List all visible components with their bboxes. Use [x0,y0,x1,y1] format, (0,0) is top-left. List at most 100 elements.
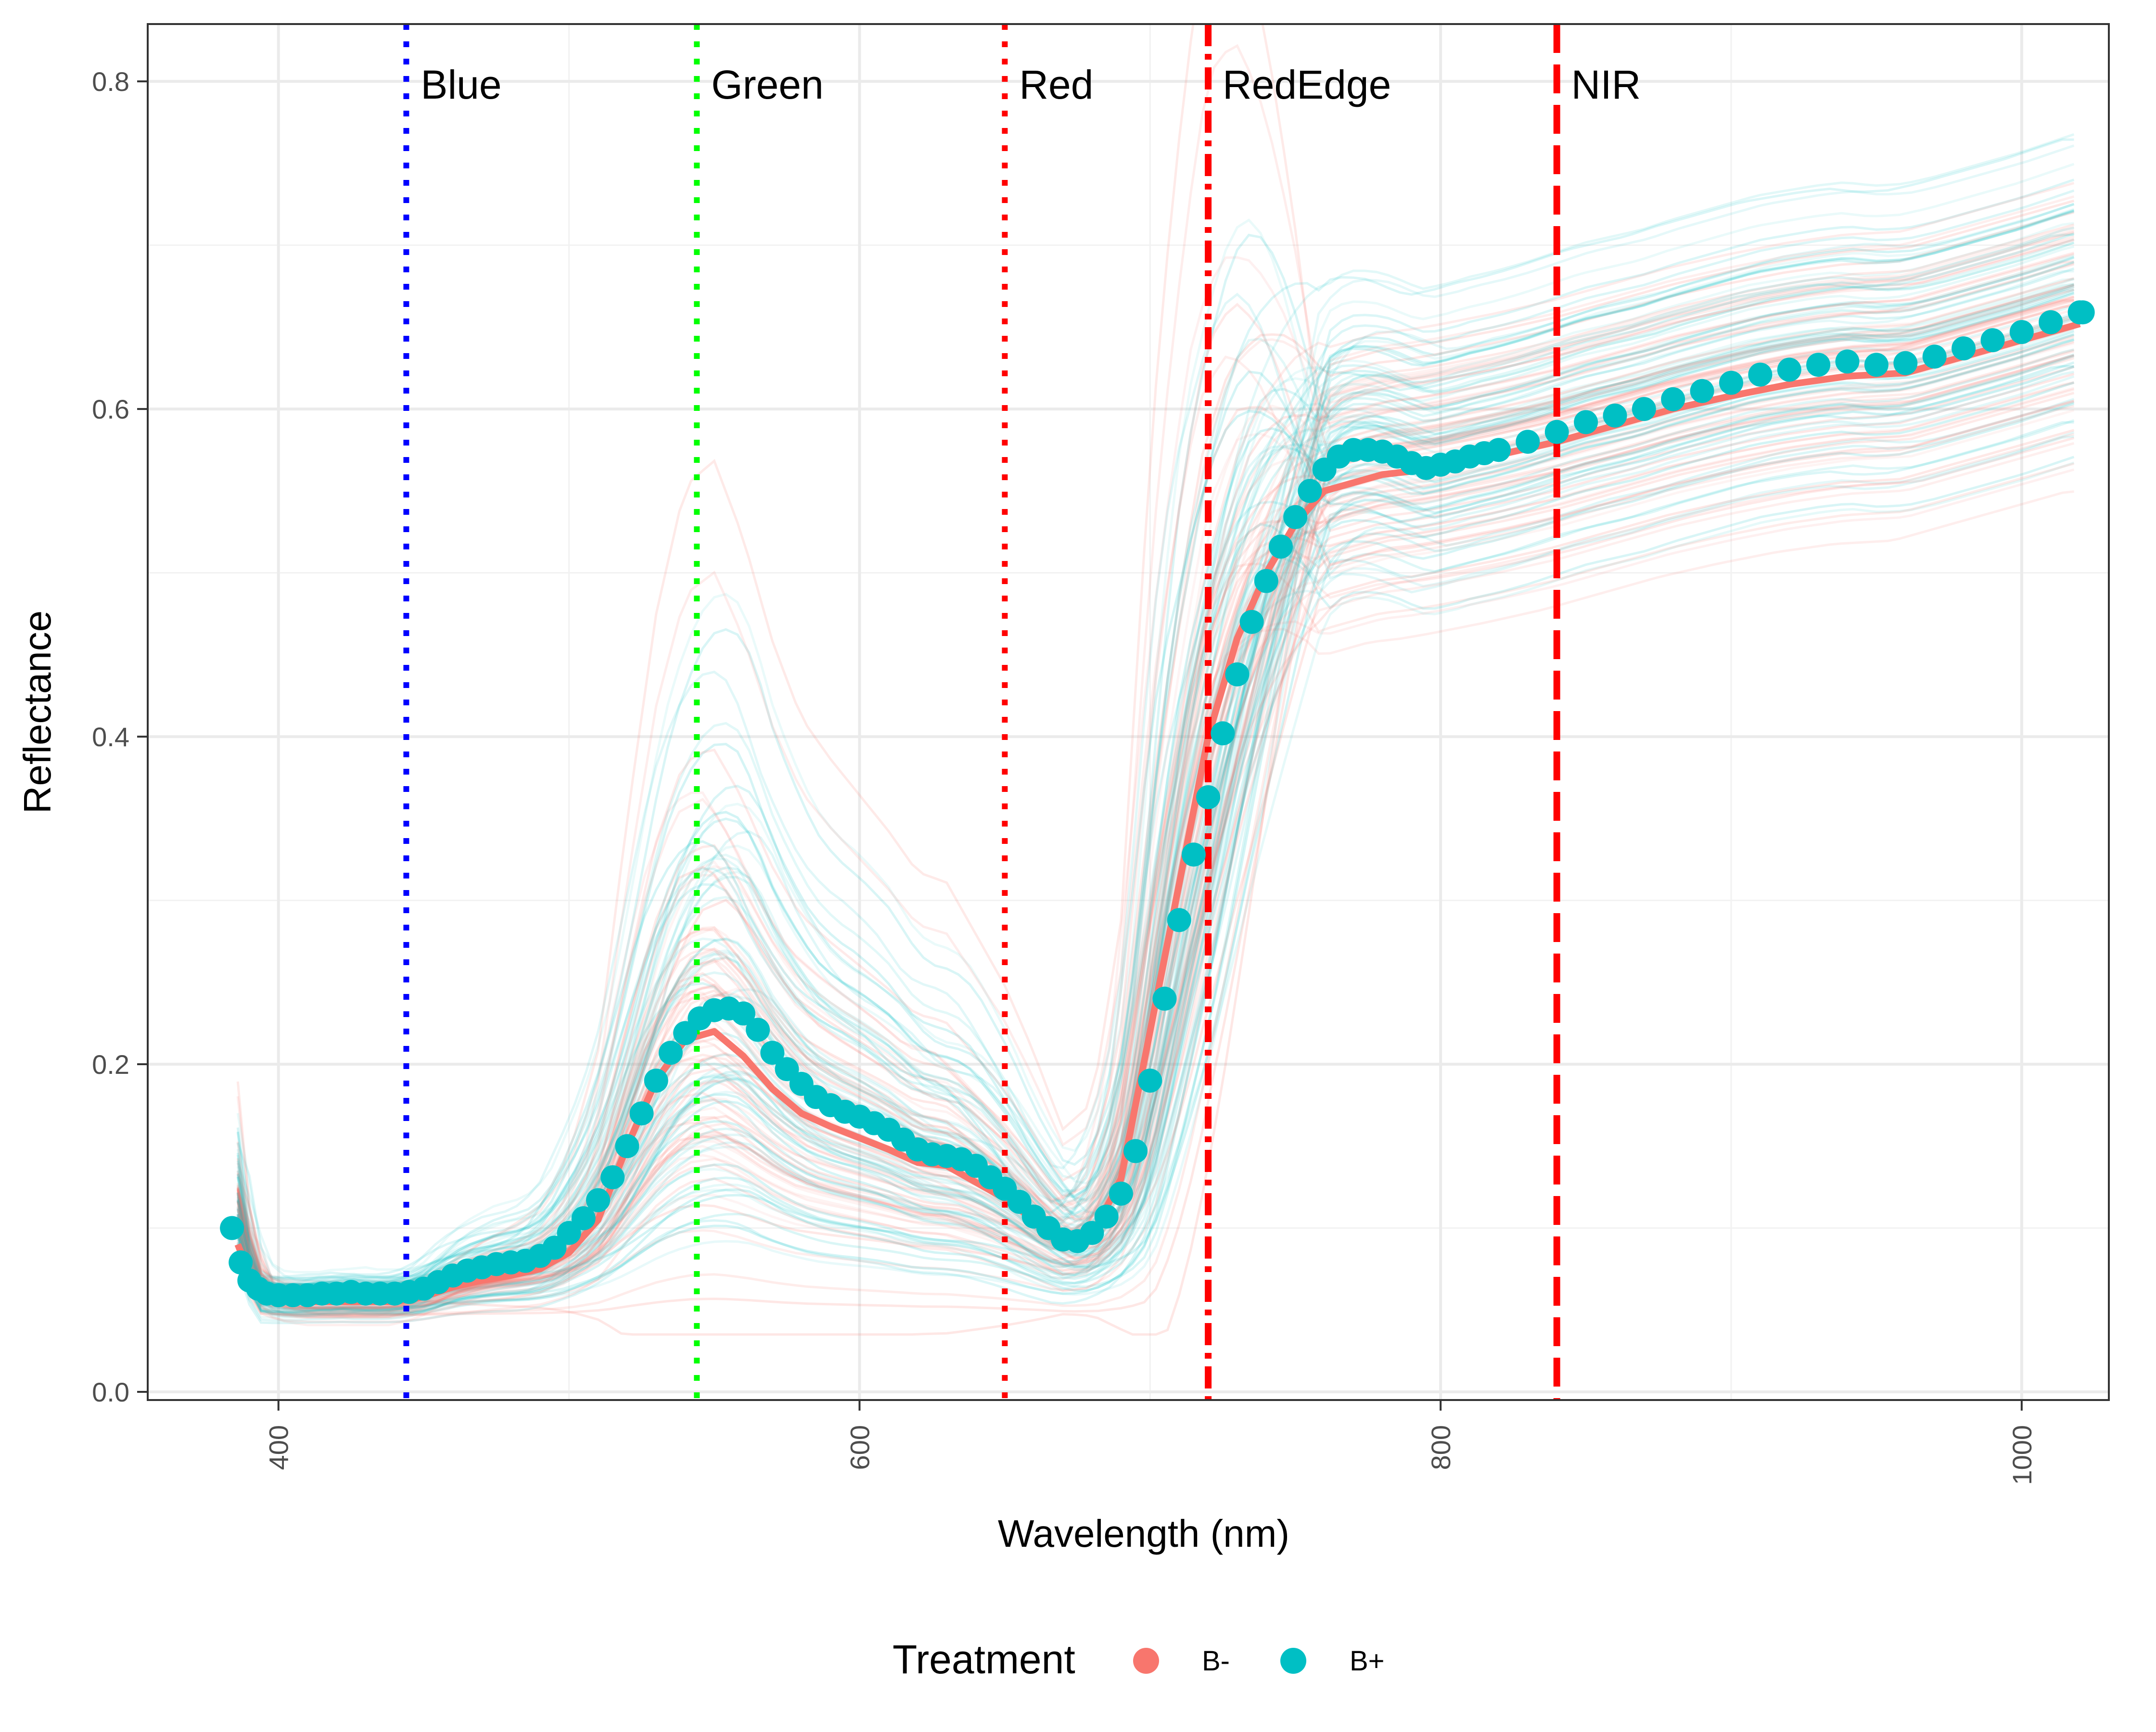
spectrum-B+ [236,233,2075,1292]
point-B+ [600,1165,625,1189]
point-B+ [775,1057,799,1082]
spectrum-B- [236,235,2075,1307]
point-B+ [1225,662,1250,687]
spectrum-B- [236,231,2075,1315]
spectrum-B- [236,277,2075,1316]
spectrum-B+ [236,278,2074,1280]
point-B+ [1269,535,1293,559]
spectrum-B+ [236,456,2075,1286]
x-axis-title: Wavelength (nm) [998,1512,1289,1555]
spectrum-B- [236,295,2075,1304]
point-B+ [1283,505,1308,529]
spectrum-B+ [236,138,2074,1306]
spectrum-B- [236,24,2075,1311]
point-B+ [1080,1221,1104,1245]
band-label-green: Green [711,62,823,107]
spectrum-B+ [236,461,2075,1299]
band-label-nir: NIR [1571,62,1641,107]
x-axis: 400 600 800 1000 [264,1400,2037,1485]
point-B+ [1922,344,1947,369]
y-tick-label: 0.4 [92,722,129,752]
spectrum-B+ [236,361,2075,1311]
point-B+ [746,1018,770,1042]
legend-key-b-plus [1280,1648,1306,1674]
spectrum-B+ [236,285,2075,1310]
point-B+ [220,1216,244,1240]
point-B+ [1007,1190,1032,1214]
grid-major [148,24,2109,1400]
point-B+ [1152,986,1177,1011]
band-label-blue: Blue [421,62,501,107]
point-B+ [1864,353,1888,377]
spectrum-B- [236,399,2075,1299]
spectrum-B+ [236,401,2075,1315]
spectrum-B- [236,356,2074,1314]
y-tick-label: 0.8 [92,66,129,97]
point-B+ [658,1041,683,1065]
point-B+ [1574,410,1598,434]
spectrum-B+ [236,304,2075,1302]
spectrum-B+ [236,233,2074,1286]
point-B+ [1123,1139,1148,1163]
point-B+ [1952,336,1976,361]
legend-label-b-minus: B- [1202,1645,1230,1677]
band-lines: Blue Green Red RedEdge NIR [403,24,1641,1400]
grid-minor [148,24,2109,1400]
spectrum-B+ [236,227,2075,1324]
point-B+ [1690,379,1714,403]
spectrum-B+ [236,210,2075,1317]
band-label-rededge: RedEdge [1223,62,1391,107]
x-tick-label: 400 [264,1425,294,1470]
spectrum-B+ [236,254,2075,1296]
spectrum-B- [236,335,2075,1297]
point-B+ [760,1041,785,1065]
spectrum-B- [236,303,2075,1300]
spectrum-B+ [236,283,2075,1286]
point-B+ [1181,842,1206,867]
spectrum-B+ [236,242,2075,1274]
point-B+ [1516,430,1540,454]
point-B+ [1835,349,1860,374]
spectrum-B+ [236,381,2075,1311]
spectrum-B+ [236,178,2075,1315]
spectrum-B- [236,44,2075,1301]
spectrum-B- [236,199,2075,1336]
spectrum-B- [236,341,2075,1296]
band-label-red: Red [1019,62,1093,107]
spectrum-B+ [236,232,2075,1313]
point-B+ [1748,362,1773,387]
spectrum-B+ [236,293,2074,1285]
legend-title: Treatment [893,1637,1075,1682]
spectrum-B+ [236,256,2075,1298]
spectrum-B+ [236,270,2074,1288]
spectrum-B+ [236,292,2075,1297]
y-tick-label: 0.0 [92,1377,129,1407]
point-B+ [1211,721,1235,746]
point-B+ [1138,1069,1162,1093]
spectrum-B- [236,336,2075,1302]
point-B+ [1239,610,1264,634]
spectrum-B- [236,288,2075,1316]
spectrum-B+ [236,290,2075,1280]
point-B+ [571,1206,596,1231]
legend: Treatment B- B+ [893,1637,1385,1682]
spectrum-B+ [236,421,2074,1278]
x-tick-label: 600 [844,1425,875,1470]
spectrum-B- [236,283,2075,1298]
point-B+ [1486,438,1511,462]
point-B+ [1109,1182,1133,1206]
spectrum-B+ [236,292,2075,1301]
x-tick-label: 800 [1426,1425,1456,1470]
spectrum-B+ [236,333,2075,1286]
spectrum-B+ [236,337,2075,1282]
point-B+ [1167,908,1191,932]
legend-label-b-plus: B+ [1350,1645,1385,1677]
spectrum-B- [236,388,2075,1296]
spectrum-B+ [236,241,2075,1305]
legend-key-b-minus [1133,1648,1159,1674]
point-B+ [1806,353,1831,377]
plot-border [147,23,2110,1401]
spectrum-B+ [236,348,2075,1296]
